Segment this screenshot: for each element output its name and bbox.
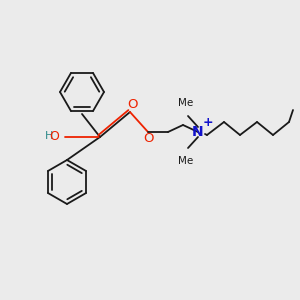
- Text: Me: Me: [178, 156, 194, 166]
- Text: H: H: [45, 131, 53, 141]
- Text: N: N: [192, 125, 204, 139]
- Text: O: O: [144, 133, 154, 146]
- Text: O: O: [49, 130, 59, 142]
- Text: O: O: [127, 98, 137, 112]
- Text: +: +: [203, 116, 213, 128]
- Text: Me: Me: [178, 98, 194, 108]
